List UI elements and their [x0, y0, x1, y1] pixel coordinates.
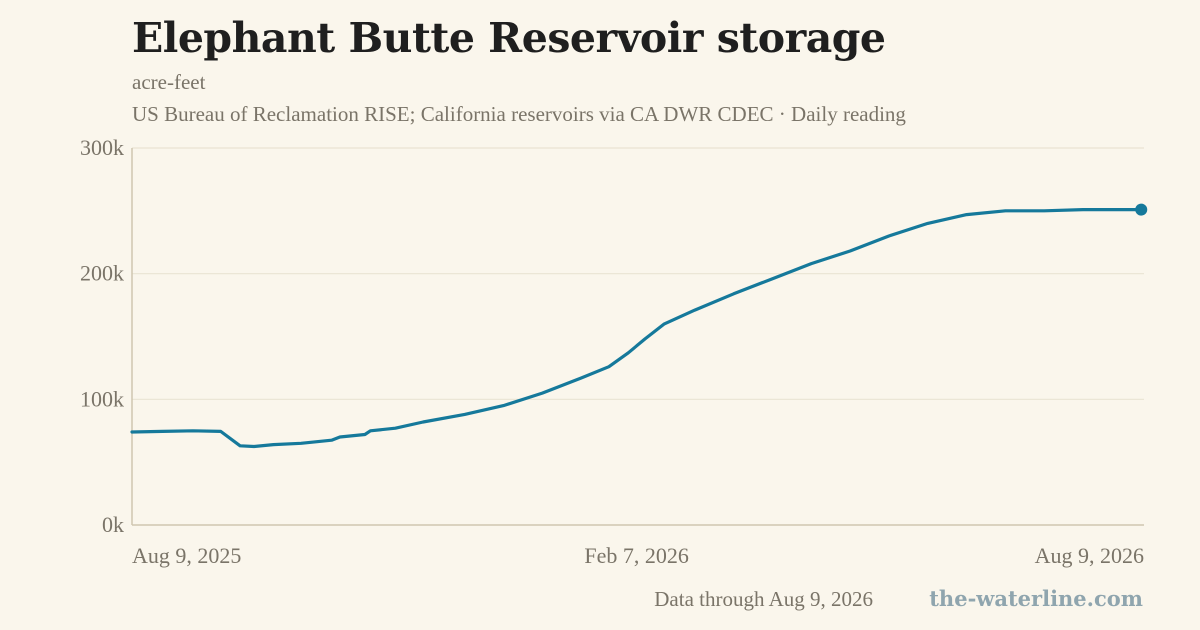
unit-label: acre-feet — [132, 70, 206, 94]
y-tick-label: 300k — [80, 135, 124, 160]
chart-title: Elephant Butte Reservoir storage — [132, 14, 886, 62]
series-group — [130, 203, 1148, 449]
grid — [131, 147, 1144, 526]
x-axis-ticks: Aug 9, 2025 Feb 7, 2026 Aug 9, 2026 — [132, 543, 1144, 568]
y-tick-label: 200k — [80, 261, 124, 286]
brand-link[interactable]: the-waterline.com — [929, 586, 1143, 611]
latest-point-marker — [1135, 203, 1148, 216]
x-tick-label: Aug 9, 2025 — [132, 543, 241, 568]
y-axis-ticks: 0k 100k 200k 300k — [80, 135, 124, 537]
y-tick-label: 100k — [80, 386, 124, 411]
series-line — [130, 208, 1143, 449]
source-line: US Bureau of Reclamation RISE; Californi… — [132, 102, 906, 126]
y-tick-label: 0k — [102, 512, 124, 537]
x-tick-label: Aug 9, 2026 — [1035, 543, 1144, 568]
x-tick-label: Feb 7, 2026 — [584, 543, 689, 568]
data-through-note: Data through Aug 9, 2026 — [654, 587, 873, 611]
